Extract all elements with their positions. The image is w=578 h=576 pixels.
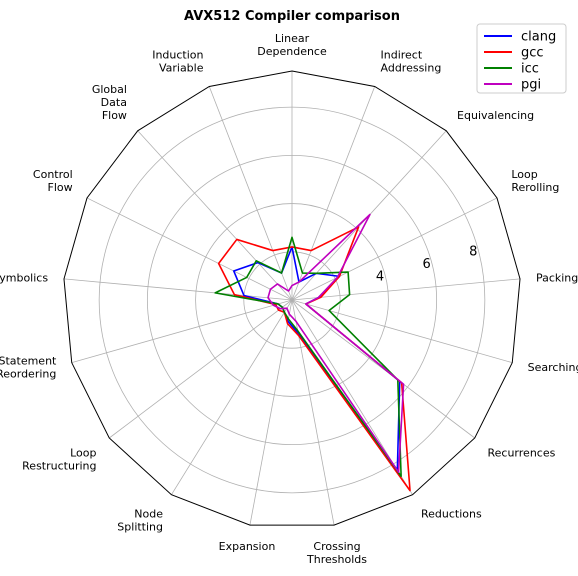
axis-label: Loop Restructuring [22, 447, 96, 473]
axis-label: Induction Variable [152, 49, 204, 75]
axis-label: Control Flow [33, 168, 73, 194]
axis-label: Global Data Flow [92, 83, 127, 122]
axis-label: Equivalencing [457, 109, 534, 122]
grid-spoke [291, 299, 475, 439]
grid-spoke [109, 299, 293, 439]
axis-label: Recurrences [488, 447, 556, 460]
outer-frame [63, 70, 521, 526]
radial-tick-label: 4 [376, 269, 384, 284]
series-lines [214, 213, 411, 492]
legend-label-pgi: pgi [521, 78, 541, 93]
axis-label: Searching [528, 361, 578, 374]
axis-labels: Linear Dependence Indirect Addressing Equiva… [0, 32, 578, 566]
axis-label: Packing [536, 271, 578, 284]
series-icc [214, 236, 402, 478]
axis-label: Crossing Thresholds [306, 540, 367, 566]
series-clang [232, 246, 401, 471]
grid-spoke [249, 299, 293, 526]
grid-spoke [86, 197, 293, 301]
axis-label: Reductions [421, 507, 482, 520]
radial-tick-labels: 4 6 8 [376, 245, 477, 285]
grid-spoke [71, 299, 293, 364]
grid-spoke [291, 86, 376, 301]
chart-title: AVX512 Compiler comparison [184, 9, 400, 24]
grid-spoke [63, 278, 293, 301]
axis-label: Statement Reordering [0, 355, 57, 381]
radial-tick-label: 8 [469, 245, 477, 260]
legend-box [476, 23, 567, 94]
series-pgi [267, 213, 405, 473]
axis-label: Symbolics [0, 271, 48, 284]
axis-label: Node Splitting [117, 507, 163, 533]
grid-spoke [291, 278, 521, 301]
axis-label: Expansion [219, 540, 276, 553]
grid-spoke [291, 299, 335, 526]
radar-frame [63, 70, 521, 526]
grid-spoke [171, 299, 293, 495]
axis-label: Indirect Addressing [381, 49, 442, 75]
axis-label: Loop Rerolling [511, 168, 559, 194]
grid-spoke [137, 130, 293, 301]
radar-grid [63, 71, 521, 526]
radial-tick-label: 6 [423, 257, 431, 272]
grid-spoke [208, 86, 293, 301]
axis-label: Linear Dependence [257, 32, 327, 58]
grid-spoke [291, 197, 498, 301]
legend-label-gcc: gcc [521, 46, 544, 61]
legend-label-icc: icc [521, 62, 539, 77]
legend-label-clang: clang [521, 30, 556, 45]
